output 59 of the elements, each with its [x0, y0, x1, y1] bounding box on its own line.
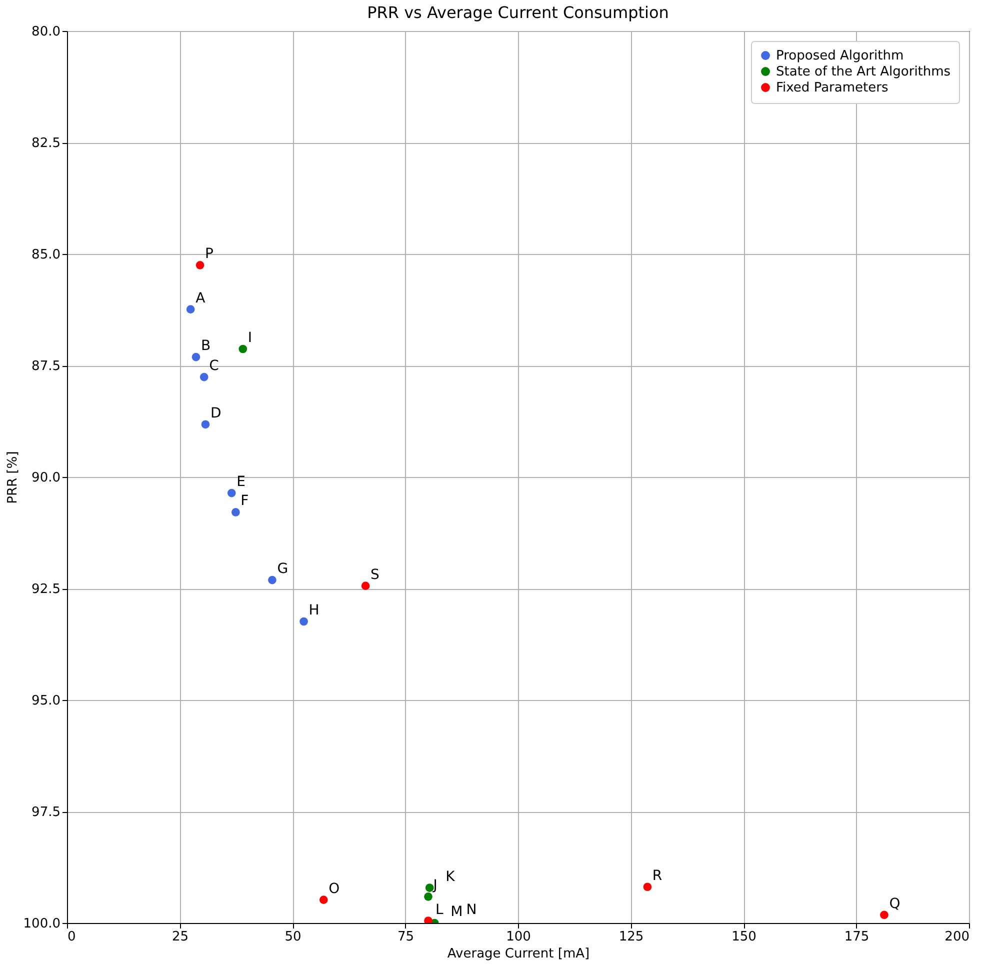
point	[200, 372, 208, 382]
annotation: A	[196, 290, 206, 306]
annotation: F	[240, 493, 249, 510]
y-tick-label: 87.5	[32, 359, 60, 374]
x-tick-label: 175	[844, 930, 870, 944]
x-tick-label: 100	[506, 930, 531, 944]
annotation: G	[277, 561, 288, 578]
y-tick-label: 95.0	[32, 694, 60, 708]
x-axis-title: Average Current [mA]	[447, 946, 590, 962]
point	[231, 508, 240, 516]
legend-label: Proposed Algorithm	[776, 48, 904, 64]
annotation: E	[236, 474, 246, 490]
y-tick-label: 92.5	[32, 582, 60, 597]
y-tick-label: 80.0	[32, 24, 60, 40]
y-tick-label: 82.5	[32, 136, 60, 151]
annotation: L	[436, 902, 444, 918]
x-tick-label: 25	[172, 930, 189, 944]
point	[361, 582, 370, 590]
point	[319, 896, 328, 904]
point	[192, 352, 200, 362]
chart-title: PRR vs Average Current Consumption	[367, 3, 669, 22]
y-tick-label: 85.0	[32, 248, 60, 262]
point	[227, 488, 236, 498]
y-tick-label: 90.0	[32, 470, 60, 486]
legend-label: State of the Art Algorithms	[776, 64, 951, 80]
point	[300, 617, 308, 626]
annotation: M	[450, 904, 463, 920]
point	[424, 892, 432, 901]
annotation: Q	[889, 896, 900, 912]
annotation: B	[200, 338, 211, 354]
x-tick-label: 200	[944, 930, 970, 944]
annotation: H	[308, 602, 320, 619]
y-tick-label: 100.0	[23, 916, 60, 932]
annotation: O	[328, 880, 340, 897]
annotation: R	[652, 868, 662, 884]
annotation: N	[466, 902, 477, 918]
annotation: D	[210, 405, 222, 422]
point	[643, 882, 652, 892]
x-tick-label: 75	[397, 930, 414, 944]
point	[424, 916, 432, 923]
point	[196, 260, 204, 270]
annotation: K	[446, 868, 456, 885]
point	[880, 910, 888, 920]
y-tick-label: 97.5	[32, 805, 60, 820]
annotation: I	[248, 330, 252, 346]
y-axis-title: PRR [%]	[5, 451, 20, 504]
point	[186, 305, 195, 314]
x-tick-label: 150	[732, 930, 756, 944]
point	[238, 344, 248, 354]
point	[201, 420, 210, 429]
annotation: S	[370, 566, 380, 583]
annotation: C	[209, 358, 220, 374]
x-tick-label: 0	[68, 930, 76, 944]
annotation: P	[205, 246, 214, 262]
annotation: J	[432, 878, 438, 894]
point	[268, 576, 276, 584]
x-tick-label: 125	[618, 930, 644, 944]
x-tick-label: 50	[284, 930, 302, 944]
legend-label: Fixed Parameters	[776, 80, 888, 96]
